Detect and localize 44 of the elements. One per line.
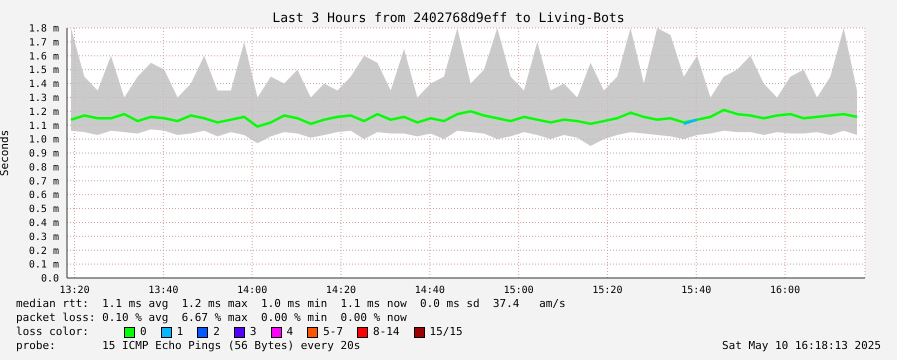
y-tick-label: 1.3 m [28, 92, 59, 104]
chart-title: Last 3 Hours from 2402768d9eff to Living-Bots [272, 11, 625, 26]
legend-label: 4 [286, 325, 294, 339]
legend-label: 2 [213, 325, 220, 339]
text: median rtt: 1.1 ms avg 1.2 ms max 1.0 ms min 1.1 ms now 0.0 ms sd 37.4 am/s [16, 297, 566, 311]
y-tick-label: 0.0 [40, 274, 59, 285]
x-tick-label: 14:40 [414, 285, 445, 296]
y-tick-label: 0.8 m [28, 162, 59, 174]
y-tick-label: 0.9 m [28, 148, 59, 160]
text: probe: 15 ICMP Echo Pings (56 Bytes) every 20s [16, 339, 362, 353]
x-tick-label: 14:20 [326, 285, 356, 296]
y-tick-label: 0.2 m [28, 246, 59, 257]
x-tick-label: 15:40 [681, 285, 712, 296]
line-series [70, 108, 858, 128]
text: packet loss: 0.10 % avg 6.67 % max 0.00 % min 0.00 % now [16, 311, 408, 325]
x-tick-label: 15:20 [592, 285, 622, 296]
y-axis-title: Seconds [0, 130, 11, 176]
legend-label: 0 [140, 325, 147, 339]
y-tick-label: 1.8 m [28, 24, 59, 35]
y-tick-label: 1.2 m [28, 106, 59, 118]
x-tick-label: 13:40 [148, 285, 178, 296]
x-tick-label: 15:00 [504, 285, 534, 296]
x-tick-label: 16:00 [770, 285, 800, 296]
y-tick-label: 1.4 m [28, 79, 59, 90]
legend-label: 15/15 [430, 325, 463, 339]
y-tick-label: 0.4 m [28, 218, 59, 229]
x-tick-label: 13:20 [59, 285, 90, 296]
y-tick-label: 0.5 m [28, 204, 59, 216]
legend-label: 8-14 [373, 325, 400, 339]
y-tick-label: 0.3 m [28, 232, 59, 243]
y-tick-label: 0.1 m [28, 260, 59, 271]
x-tick-label: 14:00 [237, 285, 268, 296]
legend-label: 3 [250, 325, 256, 339]
y-tick-label: 0.6 m [28, 190, 59, 202]
y-tick-label: 1.1 m [28, 120, 59, 132]
legend-label: 1 [176, 325, 184, 339]
y-tick-label: 1.5 m [28, 65, 59, 76]
y-tick-label: 0.7 m [28, 176, 59, 188]
legend-title: loss color: [16, 325, 90, 339]
legend-label: 5-7 [323, 325, 343, 339]
y-tick-label: 1.0 m [28, 134, 59, 146]
y-tick-label: 1.7 m [28, 37, 59, 48]
text: Sat May 10 16:18:13 2025 [722, 339, 881, 352]
y-tick-label: 1.6 m [28, 51, 59, 62]
